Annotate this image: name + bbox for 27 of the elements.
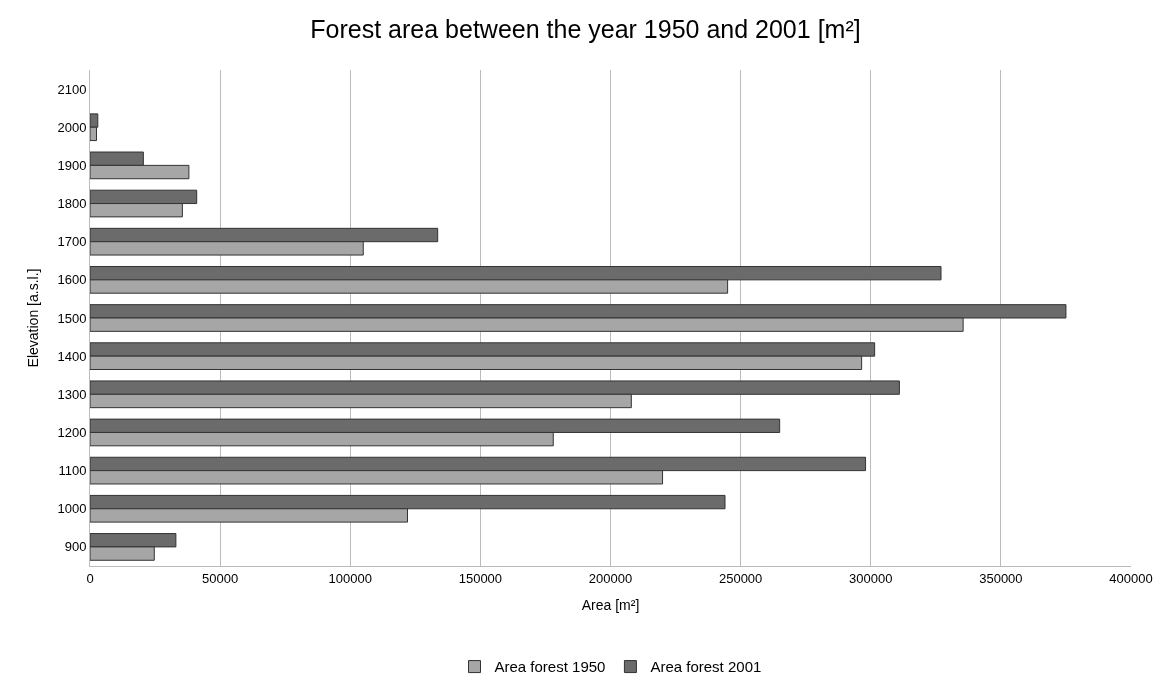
y-tick-label: 1600 [57, 272, 87, 288]
y-tick-label: 1400 [57, 348, 87, 364]
chart-title: Forest area between the year 1950 and 2001 [m²] [310, 15, 861, 44]
y-tick-label: 1900 [57, 157, 87, 173]
y-tick-label: 1200 [57, 425, 87, 441]
y-axis-title: Elevation [a.s.l.] [25, 268, 42, 368]
y-tick-label: 2100 [57, 81, 87, 97]
y-tick-label: 1000 [57, 501, 87, 517]
x-tick-label: 350000 [979, 570, 1023, 586]
x-tick-label: 300000 [849, 570, 893, 586]
y-tick-label: 900 [64, 539, 87, 555]
y-tick-label: 1100 [58, 463, 87, 479]
x-tick-label: 100000 [328, 570, 372, 586]
x-tick-label: 200000 [588, 570, 633, 586]
x-tick-label: 50000 [202, 570, 239, 586]
y-tick-label: 1300 [57, 386, 87, 402]
x-axis-title: Area [m²] [581, 596, 640, 613]
x-tick-label: 400000 [1109, 570, 1153, 586]
y-tick-label: 1500 [57, 310, 87, 326]
x-tick-label: 0 [86, 570, 94, 586]
y-tick-label: 2000 [57, 119, 87, 135]
legend-label: Area forest 1950 [494, 658, 606, 676]
x-tick-label: 250000 [718, 570, 763, 586]
y-tick-label: 1800 [57, 196, 87, 212]
legend-label: Area forest 2001 [650, 658, 762, 676]
x-tick-label: 150000 [458, 570, 503, 586]
y-tick-label: 1700 [57, 234, 87, 250]
